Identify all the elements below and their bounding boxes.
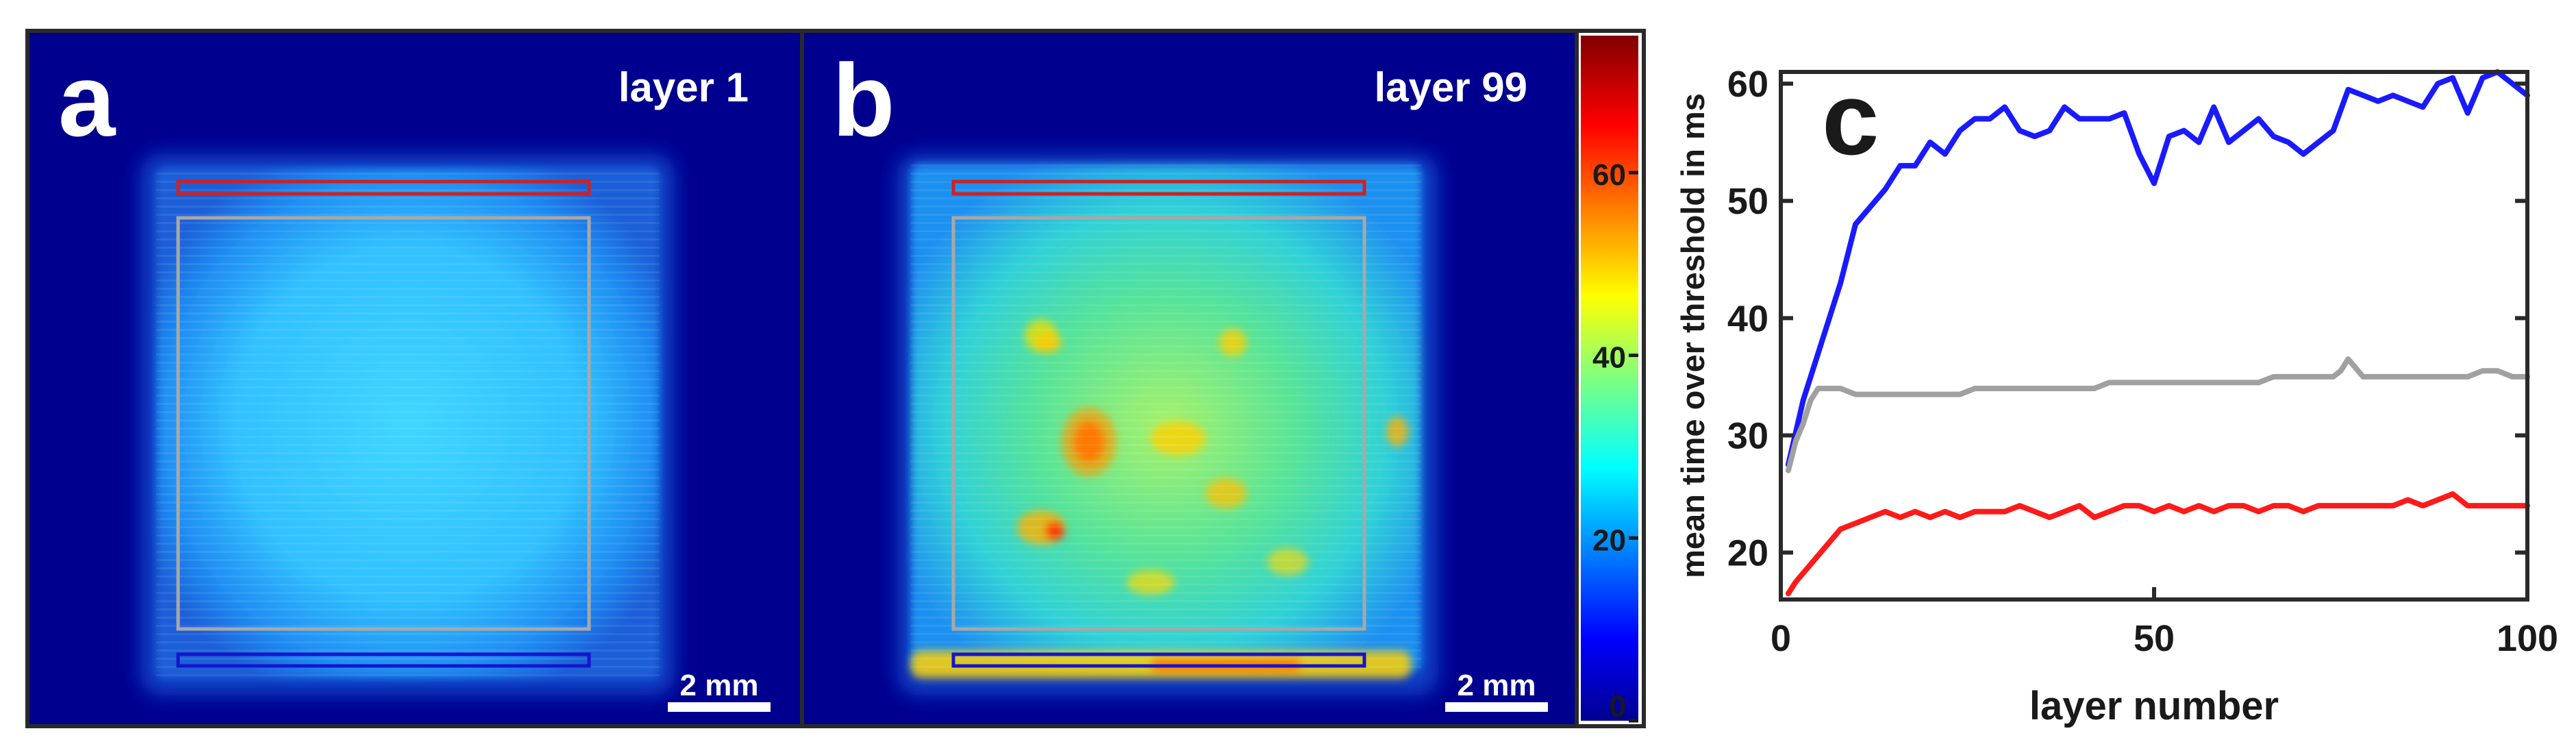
chart-ylabel: mean time over threshold in ms (1675, 93, 1711, 578)
panel-c: 0 50 100 20 30 40 50 60 c layer number mean tim… (1675, 61, 2558, 728)
series-line-0 (1785, 69, 2530, 468)
panel-b-scan-lines (911, 164, 1421, 671)
chart-series (1785, 69, 2530, 597)
panels-frame (25, 29, 1646, 728)
colorbar-gradient (1581, 36, 1638, 721)
x-tick-label: 50 (2134, 618, 2175, 659)
roi-center-box-b (951, 216, 1366, 631)
scalebar-b (1445, 702, 1548, 712)
x-tick-label: 0 (1771, 618, 1791, 659)
layer-label-a: layer 1 (618, 64, 749, 110)
y-tick-label: 50 (1727, 181, 1768, 222)
roi-bottom-box-b (951, 652, 1366, 668)
layer-label-b: layer 99 (1374, 64, 1527, 110)
scalebar-label-b: 2 mm (1458, 669, 1536, 702)
scalebar-label-a: 2 mm (680, 669, 759, 702)
colorbar-ticks: 0 20 40 60 (1592, 158, 1638, 723)
colorbar-tick-label: 60 (1592, 158, 1626, 192)
panel-letter-a: a (58, 42, 116, 158)
y-tick-label: 30 (1727, 415, 1768, 456)
colorbar-tick-label: 40 (1592, 341, 1626, 375)
y-tick-label: 40 (1727, 298, 1768, 339)
series-line-1 (1785, 356, 2530, 473)
roi-top-box-b (951, 180, 1366, 196)
y-tick-label: 20 (1727, 533, 1768, 574)
panel-letter-b: b (832, 42, 895, 158)
chart-axes-box (1779, 70, 2529, 602)
panel-b: b layer 99 2 mm (803, 31, 1575, 726)
y-tick-label: 60 (1727, 64, 1768, 105)
roi-top-box-a (176, 180, 591, 196)
roi-bottom-box-a (176, 652, 591, 668)
colorbar-tick-label: 20 (1592, 523, 1626, 557)
chart-xlabel: layer number (2029, 684, 2279, 728)
colorbar: 0 20 40 60 (1577, 31, 1642, 726)
roi-center-box-a (176, 216, 591, 631)
scalebar-a (668, 702, 771, 712)
x-tick-label: 100 (2497, 618, 2558, 659)
panel-letter-c: c (1822, 61, 1879, 176)
panel-a-scan-lines (156, 168, 660, 678)
chart-ticks: 0 50 100 20 30 40 50 60 (1727, 64, 2558, 659)
colorbar-tick-label: 0 (1610, 690, 1626, 723)
panel-a: a layer 1 2 mm (27, 31, 801, 726)
series-line-2 (1785, 491, 2530, 597)
